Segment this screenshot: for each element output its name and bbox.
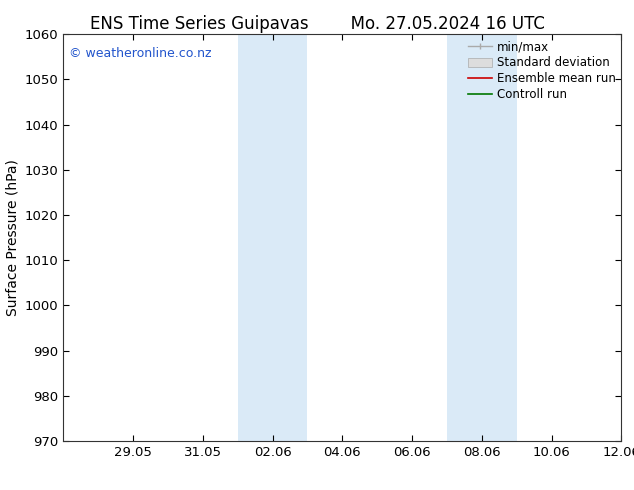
- Text: © weatheronline.co.nz: © weatheronline.co.nz: [69, 47, 212, 59]
- Legend: min/max, Standard deviation, Ensemble mean run, Controll run: min/max, Standard deviation, Ensemble me…: [466, 38, 618, 103]
- Text: ENS Time Series Guipavas        Mo. 27.05.2024 16 UTC: ENS Time Series Guipavas Mo. 27.05.2024 …: [89, 15, 545, 33]
- Y-axis label: Surface Pressure (hPa): Surface Pressure (hPa): [5, 159, 19, 316]
- Bar: [238, 34, 307, 441]
- Bar: [447, 34, 517, 441]
